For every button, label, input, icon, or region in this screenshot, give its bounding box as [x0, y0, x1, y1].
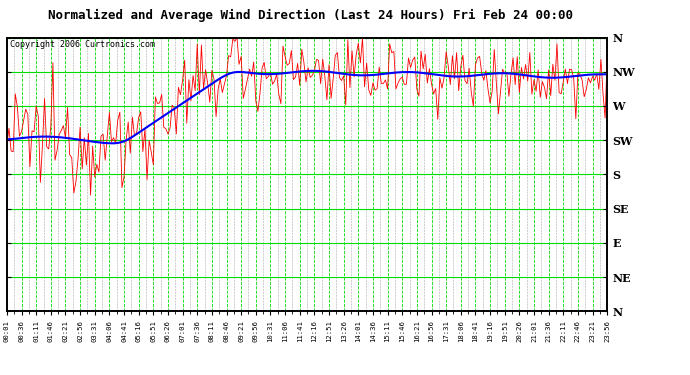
Text: Normalized and Average Wind Direction (Last 24 Hours) Fri Feb 24 00:00: Normalized and Average Wind Direction (L…: [48, 9, 573, 22]
Text: Copyright 2006 Curtronics.com: Copyright 2006 Curtronics.com: [10, 40, 155, 49]
